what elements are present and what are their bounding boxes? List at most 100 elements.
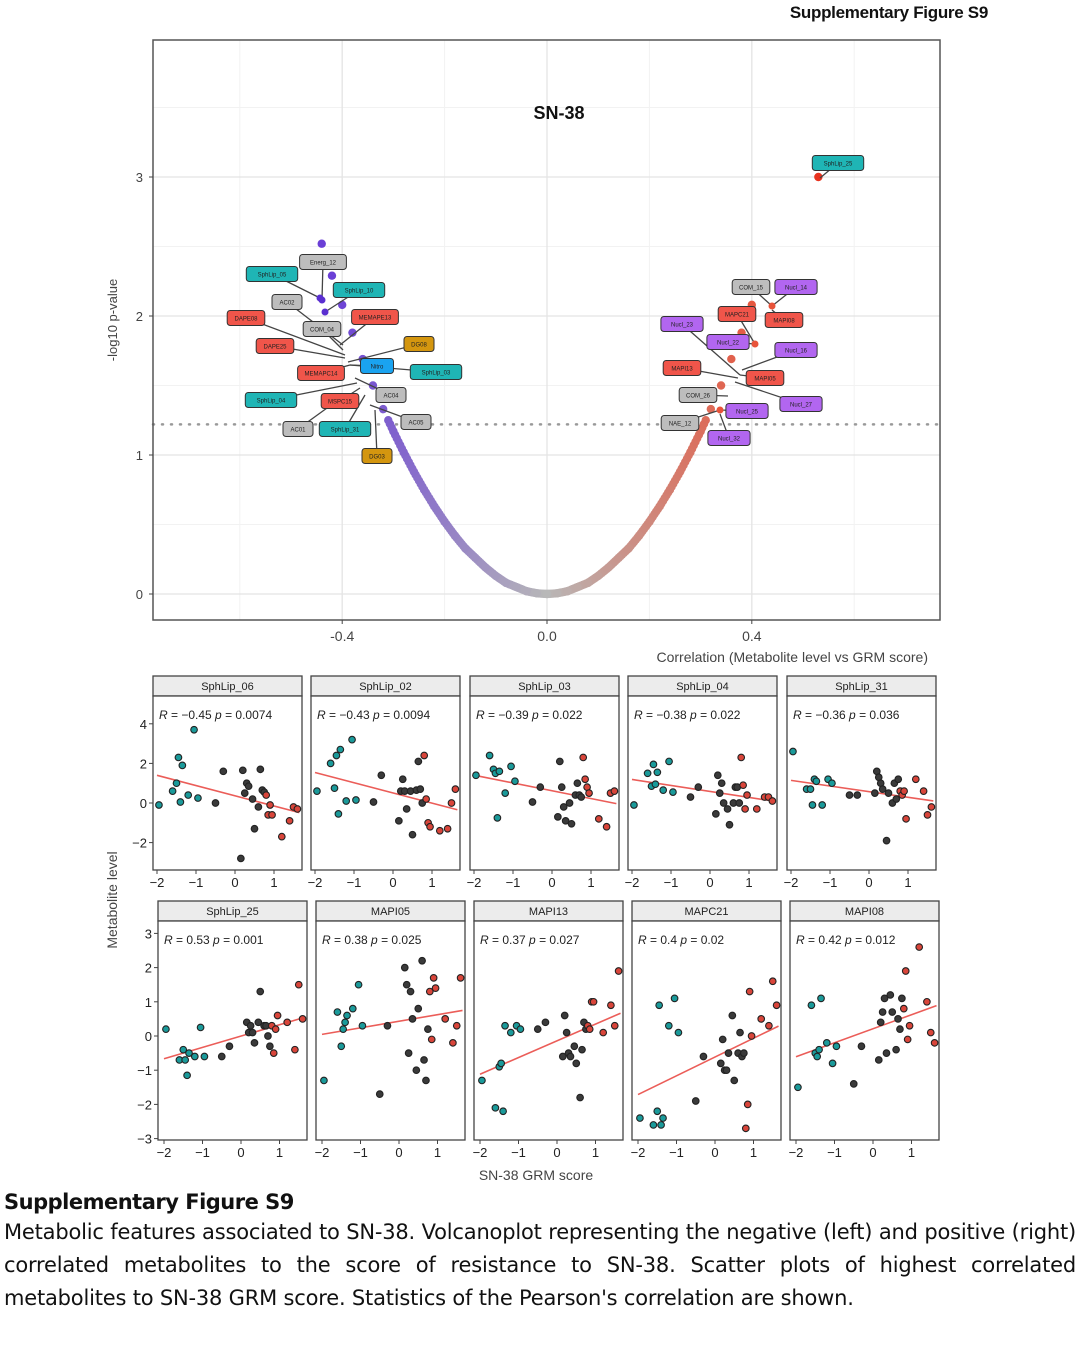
metabolite-label-dg08: DG08 [403, 336, 435, 352]
label-text: AC02 [279, 301, 295, 307]
data-point-teal [343, 1011, 351, 1020]
label-box [302, 321, 342, 337]
metabolite-label-sphlip_03: SphLip_03 [409, 364, 463, 380]
data-point-red [585, 789, 593, 797]
data-point-teal [200, 1052, 209, 1061]
volcano-point [532, 589, 541, 598]
data-point-red [930, 1038, 939, 1047]
data-point-teal [339, 1025, 348, 1034]
y-tick-label: −2 [132, 836, 147, 851]
data-point-dark [718, 1035, 727, 1044]
label-box [400, 414, 432, 430]
data-point-teal [194, 794, 202, 802]
data-point-red [772, 1001, 781, 1010]
scatter-panel-mapi13: MAPI13 R = 0.37 p = 0.027 −2 −1 0 1 [473, 900, 624, 1160]
panel-strip-title: MAPC21 [684, 906, 728, 918]
data-point-red [262, 791, 271, 799]
x-tick-label: 0 [706, 875, 713, 890]
label-text: SphLip_31 [331, 428, 360, 434]
panel-strip-title: SphLip_02 [359, 681, 412, 693]
data-point-dark [853, 791, 862, 799]
metabolite-label-dape25: DAPE25 [255, 338, 295, 354]
scatter-panel-sphlip_31: SphLip_31 R = −0.36 p = 0.036 −2 −1 0 1 [784, 675, 937, 890]
volcano-point [512, 582, 521, 592]
data-point-dark [533, 1025, 542, 1034]
data-point-red [456, 974, 465, 982]
data-point-red [441, 1015, 450, 1023]
volcano-point [542, 589, 552, 599]
data-point-teal [334, 810, 343, 818]
x-tick-label: 0 [553, 1145, 560, 1160]
y-tick-label: −1 [137, 1063, 152, 1078]
correlation-stats: R = −0.36 p = 0.036 [793, 708, 900, 722]
y-tick-label: 0 [145, 1029, 152, 1044]
data-point-teal [491, 1103, 500, 1112]
data-point-teal [333, 1008, 342, 1016]
data-point-red [923, 997, 931, 1006]
data-point-dark [849, 1080, 858, 1088]
volcano-point [634, 531, 644, 540]
data-point-teal [664, 1021, 673, 1030]
data-point-red [614, 967, 623, 975]
data-point-red [739, 781, 748, 790]
metabolite-label-nae_12: NAE_12 [660, 415, 700, 431]
data-point-dark [402, 980, 411, 989]
regression-line [314, 771, 458, 811]
data-point-dark [254, 1018, 263, 1027]
volcano-point [645, 517, 654, 526]
data-point-teal [670, 994, 679, 1003]
x-tick-label: −2 [473, 1145, 488, 1160]
data-point-teal [320, 1076, 328, 1085]
label-box [299, 254, 347, 270]
data-point-teal [499, 1107, 507, 1116]
label-text: COM_04 [310, 328, 335, 334]
data-point-dark [573, 779, 582, 788]
data-point-teal [813, 1052, 822, 1061]
data-point-dark [424, 1025, 432, 1034]
correlation-stats: R = 0.37 p = 0.027 [480, 933, 580, 947]
label-text: DG08 [411, 343, 427, 349]
scatter-y-axis-label: Metabolite level [104, 851, 120, 948]
label-text: Nucl_22 [717, 341, 740, 347]
label-text: MEMAPC14 [304, 372, 338, 378]
volcano-point [814, 172, 823, 182]
volcano-point [491, 571, 500, 581]
x-tick-label: −2 [467, 875, 482, 890]
data-point-red [599, 1028, 608, 1037]
data-point-red [266, 801, 274, 809]
label-text: SphLip_03 [422, 371, 451, 377]
data-point-teal [511, 777, 519, 786]
data-point-dark [408, 830, 417, 839]
data-point-red [277, 832, 286, 841]
data-point-red [926, 1028, 935, 1037]
data-point-dark [560, 1011, 569, 1020]
data-point-red [447, 799, 456, 807]
data-point-teal [183, 1071, 191, 1080]
metabolite-label-sphlip_10: SphLip_10 [332, 282, 386, 298]
panel-strip-title: SphLip_25 [206, 906, 259, 918]
data-point-dark [418, 956, 426, 965]
data-point-red [743, 791, 751, 799]
data-point-teal [501, 1021, 509, 1030]
metabolite-label-sphlip_05: SphLip_05 [245, 266, 299, 282]
data-point-dark [740, 1049, 748, 1057]
data-point-red [899, 1004, 908, 1013]
label-box [360, 358, 394, 374]
data-point-teal [653, 768, 662, 777]
x-tick-label: 0 [389, 875, 396, 890]
x-tick-label: −2 [789, 1145, 804, 1160]
data-point-teal [162, 1025, 170, 1034]
metabolite-label-mapc21: MAPC21 [717, 306, 757, 322]
volcano-point [604, 563, 613, 572]
data-point-red [607, 1001, 615, 1010]
data-point-dark [722, 1066, 731, 1075]
panel-strip-title: SphLip_31 [835, 681, 888, 693]
data-point-red [905, 1021, 914, 1030]
data-point-dark [408, 1015, 417, 1023]
panel-plot-area [789, 920, 940, 1141]
data-point-dark [715, 789, 724, 797]
data-point-teal [808, 801, 817, 809]
x-tick-label: 1 [904, 875, 911, 890]
volcano-point [624, 543, 634, 553]
panel-plot-area [310, 695, 461, 871]
